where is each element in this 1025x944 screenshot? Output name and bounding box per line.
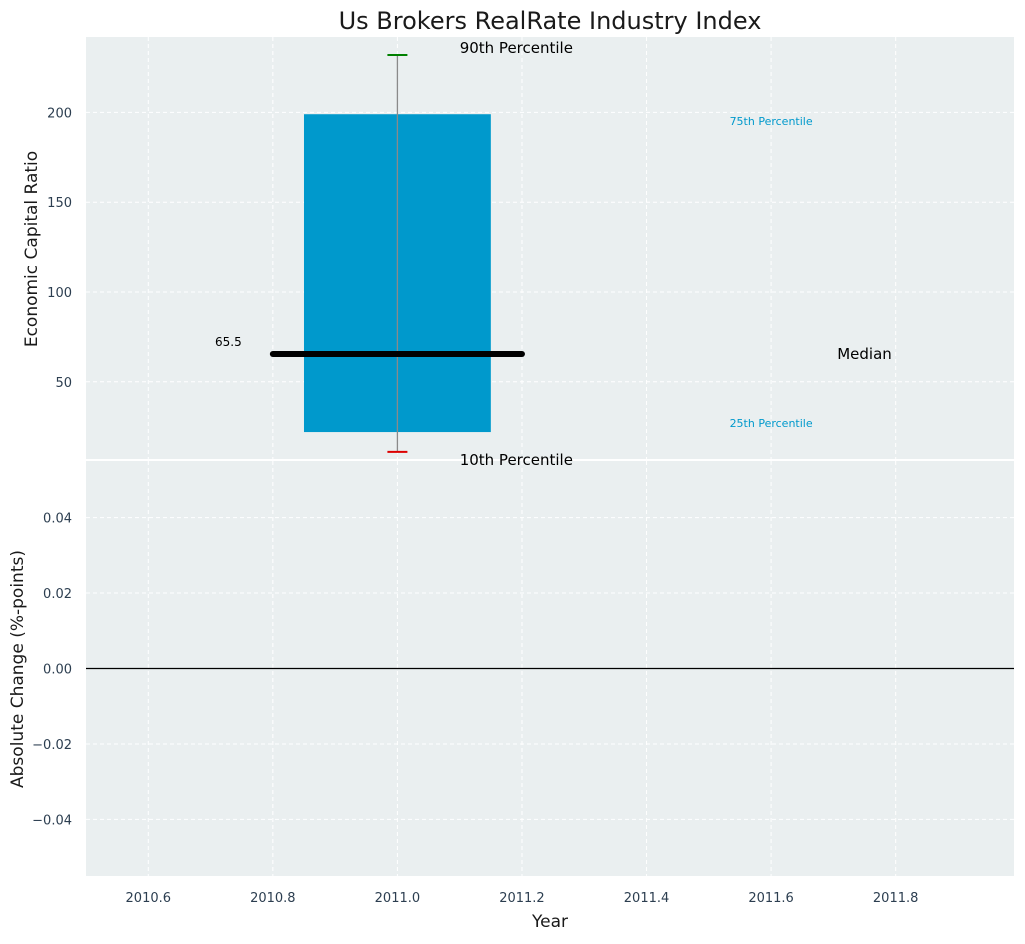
p90-label: 90th Percentile [460, 39, 573, 57]
bottom-xlabel: Year [531, 912, 568, 932]
y-tick-label-top: 200 [47, 106, 72, 121]
median-value-label: 65.5 [215, 335, 242, 349]
y-tick-label-bottom: −0.04 [32, 813, 72, 828]
p75-label: 75th Percentile [730, 115, 813, 128]
x-tick-label: 2010.8 [250, 891, 296, 906]
median-label: Median [837, 345, 892, 363]
top-ylabel: Economic Capital Ratio [22, 151, 42, 347]
y-tick-label-top: 50 [55, 376, 72, 391]
y-tick-label-bottom: 0.04 [43, 512, 72, 527]
x-tick-label: 2011.8 [873, 891, 919, 906]
top-panel-background [86, 37, 1014, 459]
x-tick-label: 2011.4 [624, 891, 670, 906]
grid-lines [86, 37, 1014, 876]
y-tick-label-bottom: −0.02 [32, 738, 72, 753]
x-tick-label: 2010.6 [126, 891, 172, 906]
y-tick-label-bottom: 0.00 [43, 663, 72, 678]
y-tick-label-top: 150 [47, 196, 72, 211]
chart-title: Us Brokers RealRate Industry Index [339, 7, 762, 35]
bottom-ylabel: Absolute Change (%-points) [8, 550, 28, 788]
y-tick-label-top: 100 [47, 286, 72, 301]
x-tick-label: 2011.2 [499, 891, 545, 906]
x-tick-label: 2011.0 [375, 891, 421, 906]
y-tick-label-bottom: 0.02 [43, 587, 72, 602]
p25-label: 25th Percentile [730, 417, 813, 430]
p10-label: 10th Percentile [460, 451, 573, 469]
x-tick-label: 2011.6 [748, 891, 794, 906]
tick-labels: 2010.6 2010.8 2011.0 2011.2 2011.4 2011.6 2011… [32, 106, 918, 906]
